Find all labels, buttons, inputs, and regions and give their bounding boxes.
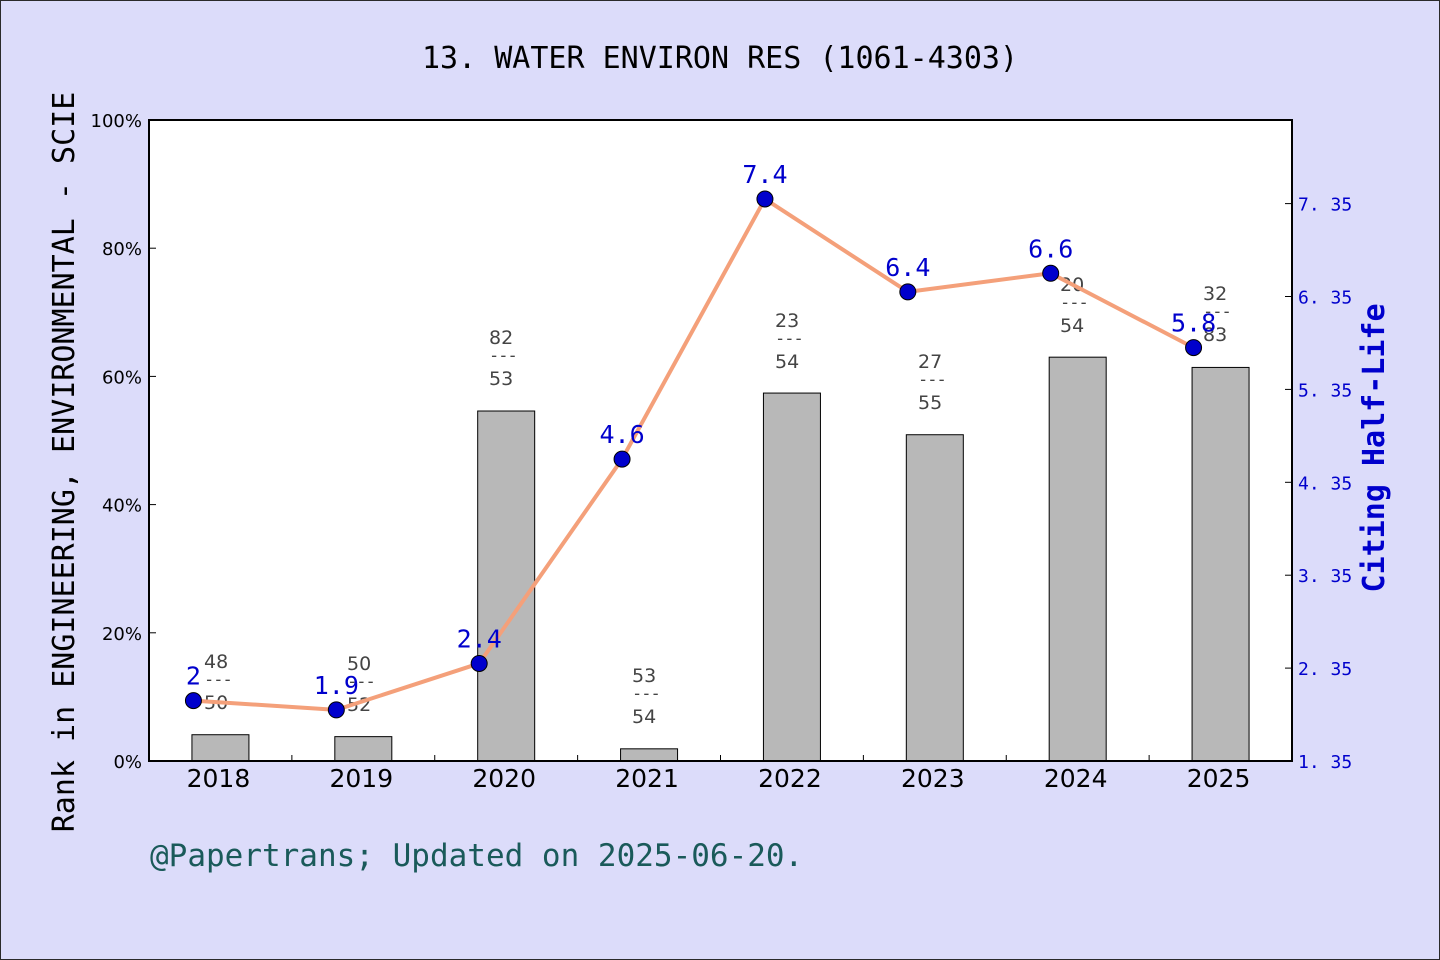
rank-separator-2022: --- bbox=[775, 329, 803, 349]
left-tick-label-4: 80% bbox=[102, 239, 142, 260]
rank-label-2025: 32 bbox=[1203, 283, 1227, 305]
half-life-label-2025: 5.8 bbox=[1171, 309, 1216, 338]
right-tick-label-1: 2. 35 bbox=[1298, 659, 1352, 680]
bar-2018 bbox=[191, 734, 250, 762]
half-life-label-2024: 6.6 bbox=[1028, 234, 1073, 263]
total-label-2021: 54 bbox=[632, 706, 656, 728]
rank-label-2021: 53 bbox=[632, 665, 656, 687]
left-tick-label-5: 100% bbox=[91, 111, 142, 132]
total-label-2024: 54 bbox=[1060, 315, 1084, 337]
left-axis-label: Rank in ENGINEERING, ENVIRONMENTAL - SCI… bbox=[47, 92, 82, 833]
rank-label-2022: 23 bbox=[775, 310, 799, 332]
x-tick-label-2022: 2022 bbox=[758, 764, 822, 793]
bar-2025 bbox=[1191, 366, 1250, 762]
x-tick-label-2020: 2020 bbox=[472, 764, 536, 793]
half-life-point-2022 bbox=[756, 190, 774, 208]
plot-area bbox=[149, 120, 1292, 761]
right-tick-label-5: 6. 35 bbox=[1298, 288, 1352, 309]
x-tick-label-2023: 2023 bbox=[901, 764, 965, 793]
x-tick-label-2021: 2021 bbox=[615, 764, 679, 793]
x-tick-label-2019: 2019 bbox=[330, 764, 394, 793]
total-label-2020: 53 bbox=[489, 368, 513, 390]
half-life-point-2018 bbox=[184, 692, 202, 710]
rank-separator-2020: --- bbox=[489, 346, 517, 366]
total-label-2022: 54 bbox=[775, 351, 799, 373]
rank-separator-2018: --- bbox=[204, 670, 232, 690]
half-life-point-2020 bbox=[470, 654, 488, 672]
right-tick-label-6: 7. 35 bbox=[1298, 195, 1352, 216]
half-life-label-2018: 2 bbox=[186, 662, 201, 691]
bar-2024 bbox=[1048, 356, 1107, 762]
rank-separator-2024: --- bbox=[1060, 293, 1088, 313]
right-tick-label-4: 5. 35 bbox=[1298, 380, 1352, 401]
total-label-2025: 83 bbox=[1203, 324, 1227, 346]
left-tick-label-3: 60% bbox=[102, 367, 142, 388]
rank-separator-2023: --- bbox=[918, 370, 946, 390]
plot-frame bbox=[148, 119, 1293, 762]
rank-label-2023: 27 bbox=[918, 351, 942, 373]
half-life-point-2019 bbox=[327, 701, 345, 719]
half-life-label-2022: 7.4 bbox=[742, 160, 787, 189]
half-life-point-2021 bbox=[613, 450, 631, 468]
bar-2019 bbox=[334, 736, 393, 762]
left-tick-label-0: 0% bbox=[113, 752, 142, 773]
bar-2021 bbox=[620, 748, 679, 762]
half-life-label-2020: 2.4 bbox=[457, 624, 502, 653]
half-life-label-2021: 4.6 bbox=[599, 420, 644, 449]
rank-label-2020: 82 bbox=[489, 327, 513, 349]
chart-title: 13. WATER ENVIRON RES (1061-4303) bbox=[422, 41, 1018, 76]
half-life-point-2024 bbox=[1042, 264, 1060, 282]
bars-layer bbox=[191, 356, 1250, 762]
half-life-point-2023 bbox=[899, 283, 917, 301]
x-tick-label-2024: 2024 bbox=[1044, 764, 1108, 793]
x-tick-label-2018: 2018 bbox=[187, 764, 251, 793]
right-axis-label: Citing Half-Life bbox=[1357, 304, 1392, 593]
footer-credit: @Papertrans; Updated on 2025-06-20. bbox=[150, 838, 803, 874]
bar-2020 bbox=[477, 410, 536, 762]
half-life-label-2023: 6.4 bbox=[885, 253, 930, 282]
rank-label-2018: 48 bbox=[204, 651, 228, 673]
bar-2023 bbox=[905, 434, 964, 762]
half-life-line bbox=[193, 196, 1195, 712]
x-tick-label-2025: 2025 bbox=[1187, 764, 1251, 793]
right-tick-label-2: 3. 35 bbox=[1298, 566, 1352, 587]
half-life-label-2019: 1.9 bbox=[314, 671, 359, 700]
half-life-point-2025 bbox=[1185, 339, 1203, 357]
rank-label-2019: 50 bbox=[347, 653, 371, 675]
total-label-2023: 55 bbox=[918, 392, 942, 414]
rank-separator-2021: --- bbox=[632, 684, 660, 704]
rank-separator-2025: --- bbox=[1203, 302, 1231, 322]
bar-2022 bbox=[762, 392, 821, 762]
right-tick-label-0: 1. 35 bbox=[1298, 752, 1352, 773]
right-tick-label-3: 4. 35 bbox=[1298, 473, 1352, 494]
left-tick-label-1: 20% bbox=[102, 624, 142, 645]
line-layer: 2 1.9 2.4 4.6 7.4 6.4 6.6 5.8 bbox=[184, 160, 1216, 719]
left-tick-label-2: 40% bbox=[102, 496, 142, 517]
rank-separator-2019: --- bbox=[347, 672, 375, 692]
axes-layer: 0% 20% 40% 60% 80% 100% 1. 35 2. 35 3. 35 4. 35 5.… bbox=[91, 111, 1353, 793]
